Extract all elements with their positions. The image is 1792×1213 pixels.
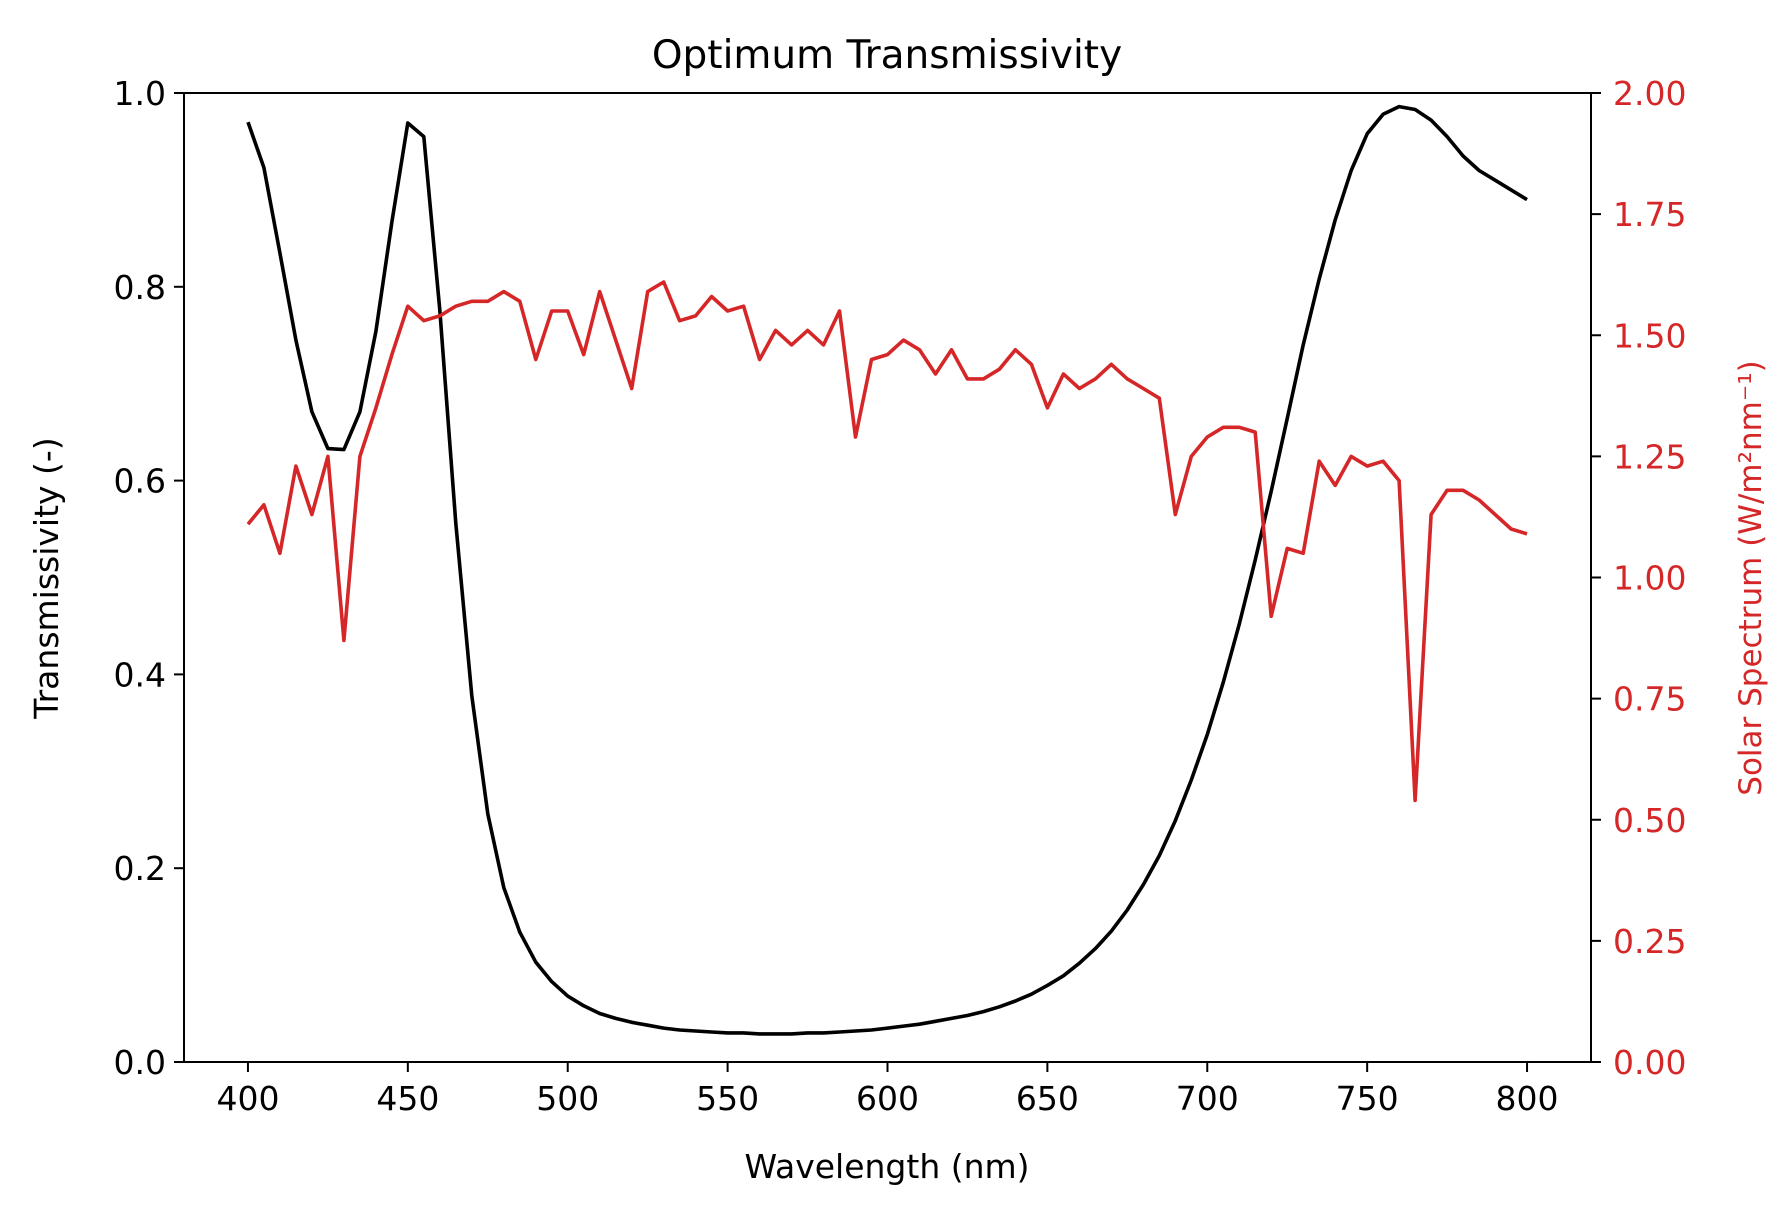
y-right-tick-label: 1.25: [1613, 437, 1686, 476]
x-axis: 400 450 500 550 600 650 700 750 800: [216, 1062, 1559, 1118]
x-tick-label: 600: [856, 1079, 919, 1118]
y-axis-right-label: Solar Spectrum (W/m²nm⁻¹): [1733, 360, 1769, 795]
series-line-transmissivity: [246, 104, 1528, 1036]
y-left-tick-label: 0.4: [114, 655, 166, 694]
x-tick-label: 800: [1496, 1079, 1559, 1118]
y-axis-left-label: Transmissivity (-): [27, 437, 66, 719]
x-tick-label: 500: [536, 1079, 599, 1118]
y-right-tick-label: 1.75: [1613, 195, 1686, 234]
y-left-tick-label: 0.6: [114, 462, 166, 501]
plot-frame: [183, 92, 1592, 1063]
plot-area: [246, 104, 1528, 1036]
x-tick-label: 650: [1016, 1079, 1079, 1118]
y-left-tick-label: 0.8: [114, 268, 166, 307]
y-right-tick-label: 0.00: [1613, 1043, 1686, 1082]
y-left-tick-label: 1.0: [114, 74, 166, 113]
series-line-solar-spectrum: [246, 280, 1528, 803]
y-right-tick-label: 1.50: [1613, 316, 1686, 355]
y-left-tick-label: 0.2: [114, 849, 166, 888]
y-axis-right: 0.00 0.25 0.50 0.75 1.00 1.25 1.50 1.75 2.00: [1591, 74, 1686, 1082]
chart-title: Optimum Transmissivity: [652, 33, 1122, 78]
x-axis-label: Wavelength (nm): [744, 1147, 1029, 1186]
y-axis-left: 0.0 0.2 0.4 0.6 0.8 1.0: [114, 74, 184, 1082]
x-tick-label: 700: [1176, 1079, 1239, 1118]
x-tick-label: 550: [696, 1079, 759, 1118]
y-right-tick-label: 2.00: [1613, 74, 1686, 113]
x-tick-label: 750: [1336, 1079, 1399, 1118]
y-right-tick-label: 1.00: [1613, 559, 1686, 598]
y-right-tick-label: 0.25: [1613, 922, 1686, 961]
y-left-tick-label: 0.0: [114, 1043, 166, 1082]
y-right-tick-label: 0.50: [1613, 801, 1686, 840]
y-right-tick-label: 0.75: [1613, 680, 1686, 719]
x-tick-label: 450: [376, 1079, 439, 1118]
x-tick-label: 400: [216, 1079, 279, 1118]
